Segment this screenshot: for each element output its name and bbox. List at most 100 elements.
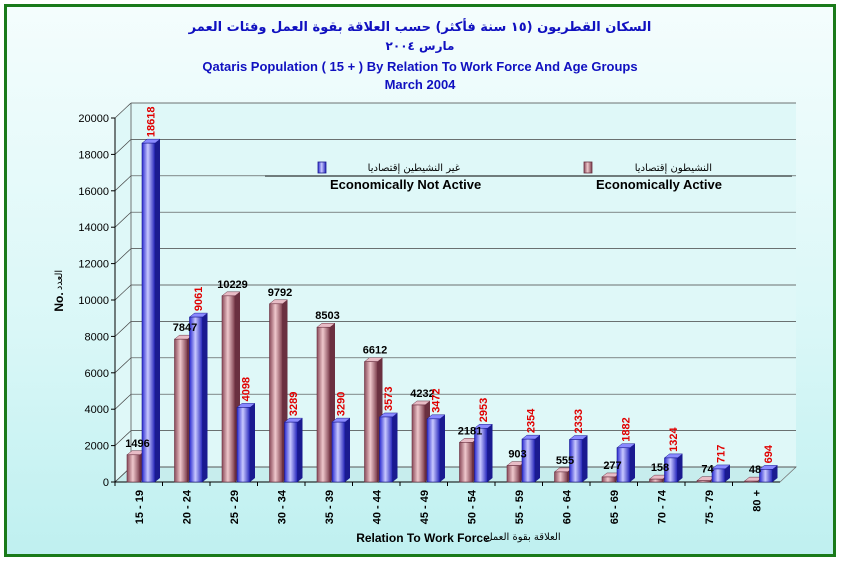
- gridline-side: [114, 430, 132, 446]
- chart-wall: [115, 103, 796, 482]
- legend-label-not-active: Economically Not Active: [330, 177, 481, 192]
- y-tick-label: 14000: [78, 222, 109, 234]
- x-tick-label: 70 - 74: [656, 489, 668, 524]
- legend-swatch-not-active: [317, 161, 327, 174]
- data-label-active: 10229: [217, 279, 248, 291]
- x-tick-label: 15 - 19: [134, 490, 146, 524]
- bar-not-active: [426, 418, 441, 483]
- bar-not-active: [331, 421, 346, 483]
- bar-not-active-side: [202, 313, 208, 482]
- data-label-not-active: 1324: [668, 427, 680, 452]
- data-label-active: 555: [556, 455, 574, 467]
- bar-active: [696, 480, 711, 483]
- data-label-not-active: 2354: [526, 408, 538, 433]
- bar-not-active: [284, 421, 298, 483]
- gridline-side: [114, 284, 132, 301]
- y-axis-title: No.: [52, 292, 66, 311]
- bar-not-active-side: [772, 465, 778, 482]
- bar-active: [411, 404, 426, 483]
- bar-not-active: [236, 407, 251, 483]
- x-tick-label: 35 - 39: [324, 490, 336, 524]
- bar-active: [601, 476, 616, 483]
- bar-active: [316, 326, 331, 483]
- x-tick-label: 60 - 64: [561, 489, 573, 524]
- data-label-not-active: 9061: [193, 287, 205, 311]
- chart-subtitle-arabic: مارس ٢٠٠٤: [385, 39, 455, 53]
- bar-active: [126, 454, 141, 483]
- data-label-not-active: 2953: [478, 398, 490, 422]
- y-tick-label: 2000: [85, 441, 109, 453]
- y-axis-title-arabic: العدد: [54, 270, 65, 290]
- bar-not-active-side: [582, 435, 588, 482]
- bar-active: [554, 471, 568, 483]
- chart-legend: غير النشيطين إقتصاديا Economically Not Ac…: [265, 161, 792, 192]
- data-label-not-active: 717: [716, 445, 728, 463]
- chart-title-english: Qataris Population ( 15 + ) By Relation …: [202, 59, 638, 74]
- legend-label-active: Economically Active: [596, 177, 722, 192]
- bar-active: [506, 465, 521, 483]
- chart-data-labels: 1496 18618 7847 9061 10229 4098 9792 3289 8503 32…: [125, 107, 775, 477]
- gridline-side: [114, 211, 132, 228]
- bar-not-active-side: [677, 453, 683, 482]
- bar-not-active: [379, 416, 393, 483]
- gridline-side: [114, 393, 132, 410]
- bar-not-active-side: [250, 403, 255, 482]
- bar-active: [649, 478, 663, 483]
- y-tick-label: 12000: [78, 259, 109, 271]
- gridline-side: [114, 102, 132, 119]
- x-tick-label: 55 - 59: [514, 490, 526, 524]
- bar-not-active-side: [630, 443, 635, 482]
- bar-not-active: [189, 316, 203, 483]
- bar-active: [364, 361, 378, 483]
- gridline-side: [114, 139, 132, 155]
- y-tick-label: 8000: [85, 331, 109, 343]
- data-label-active: 7847: [173, 322, 197, 334]
- bar-not-active-side: [440, 414, 445, 482]
- bar-not-active-side: [487, 424, 493, 482]
- x-tick-label: 45 - 49: [419, 490, 431, 524]
- data-label-not-active: 18618: [146, 107, 158, 138]
- data-label-active: 8503: [315, 310, 339, 322]
- data-label-active: 277: [603, 460, 621, 472]
- bar-not-active-side: [535, 435, 540, 482]
- data-label-not-active: 4098: [241, 377, 253, 401]
- data-label-active: 158: [651, 462, 669, 474]
- gridline-side: [114, 175, 132, 192]
- data-label-not-active: 2333: [573, 409, 585, 433]
- y-tick-label: 4000: [85, 404, 109, 416]
- legend-label-not-active-arabic: غير النشيطين إقتصاديا: [368, 163, 460, 174]
- y-tick-label: 10000: [78, 295, 109, 307]
- chart-title-arabic: السكان القطريون (١٥ سنة فأكثر) حسب العلا…: [188, 20, 652, 35]
- x-tick-label: 75 - 79: [704, 490, 716, 524]
- bar-not-active: [569, 439, 583, 483]
- bar-not-active-side: [155, 139, 160, 482]
- bar-not-active: [759, 469, 773, 483]
- gridline-side: [114, 357, 132, 374]
- data-label-not-active: 3472: [431, 388, 443, 412]
- data-label-active: 74: [701, 464, 714, 476]
- data-label-active: 9792: [268, 287, 292, 299]
- bar-not-active: [141, 142, 156, 483]
- bar-not-active: [664, 457, 678, 483]
- bar-not-active-side: [392, 412, 398, 482]
- chart-grid: [113, 102, 798, 483]
- data-label-not-active: 1882: [621, 417, 633, 441]
- chart-floor: [113, 466, 798, 483]
- data-label-not-active: 694: [763, 444, 775, 463]
- y-tick-label: 6000: [85, 368, 109, 380]
- gridline-side: [114, 321, 132, 337]
- gridline-side: [114, 248, 132, 264]
- y-tick-label: 18000: [78, 149, 109, 161]
- data-label-not-active: 3289: [288, 392, 300, 416]
- y-tick-label: 0: [103, 477, 109, 489]
- bar-active: [459, 442, 473, 483]
- data-label-active: 1496: [125, 438, 149, 450]
- chart-subtitle-english: March 2004: [384, 77, 456, 92]
- bar-not-active-side: [297, 418, 303, 482]
- bar-active: [269, 303, 283, 483]
- x-tick-label: 40 - 44: [371, 489, 383, 524]
- x-tick-label: 25 - 29: [229, 490, 241, 524]
- chart-bars: [126, 138, 779, 483]
- data-label-active: 4232: [410, 388, 434, 400]
- bar-not-active: [521, 438, 536, 483]
